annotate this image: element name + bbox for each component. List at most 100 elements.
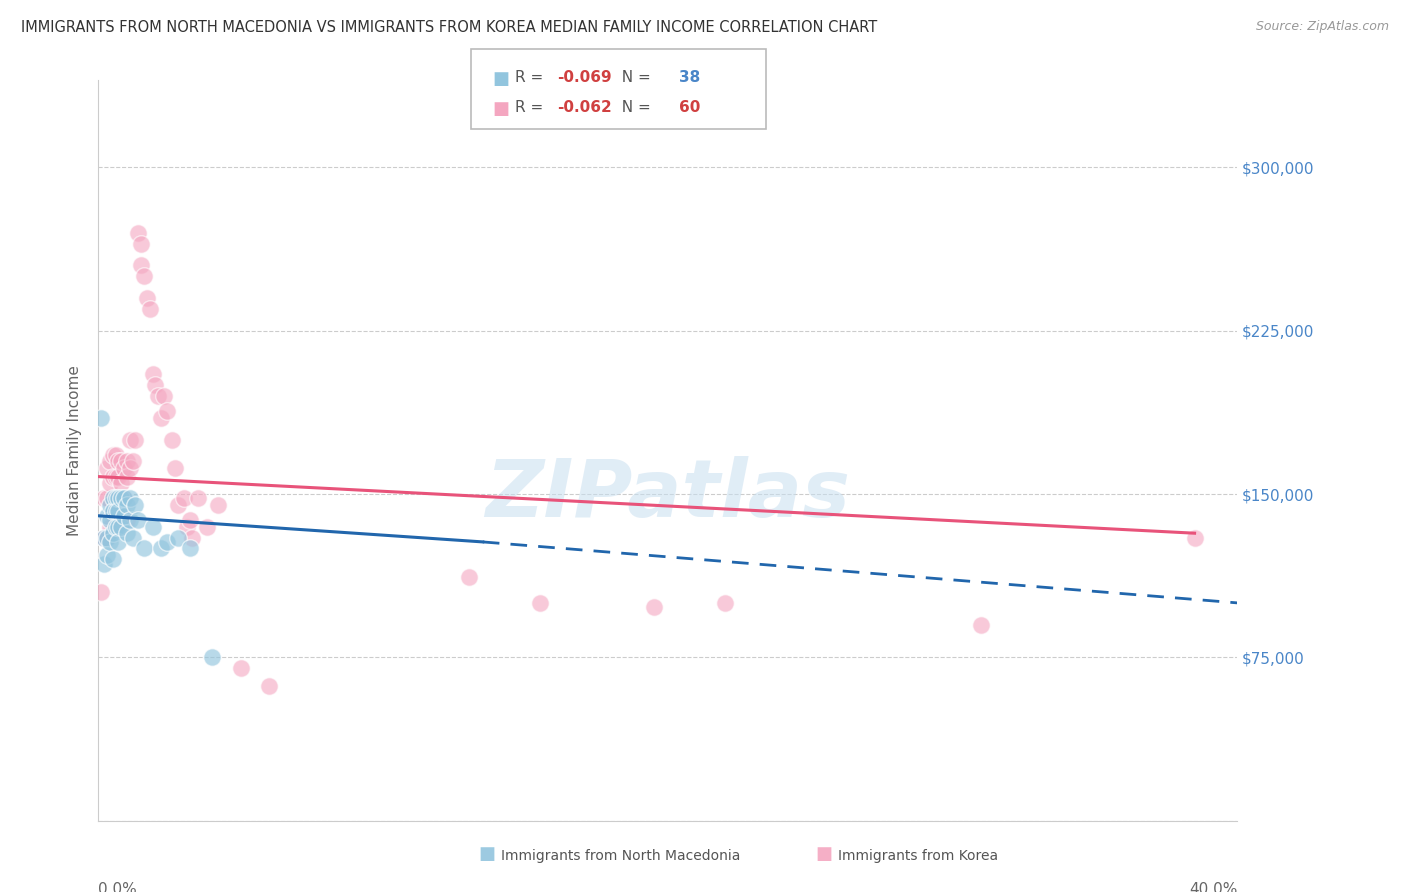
Point [167,531,190,545]
Point [104,519,127,533]
Point [115,526,138,541]
Point [176,519,198,533]
Point [98,498,121,512]
Point [101,491,124,506]
Point [115,469,138,483]
Point [104,504,127,518]
Point [229,661,252,675]
Text: ■: ■ [815,846,832,863]
Point [110,491,132,506]
Point [156,535,179,549]
Point [107,469,129,483]
Y-axis label: Median Family Income: Median Family Income [67,365,83,536]
Point [98,476,121,491]
Text: R =: R = [515,70,548,85]
Point [104,491,127,506]
Point [259,679,281,693]
Text: N =: N = [612,70,655,85]
Point [96,548,118,562]
Point [132,269,155,284]
Point [129,258,152,272]
Point [124,498,146,512]
Point [112,508,135,523]
Point [104,448,127,462]
Point [98,535,121,549]
Text: 40.0%: 40.0% [1189,881,1237,892]
Point [118,461,141,475]
Point [110,476,132,491]
Point [173,491,195,506]
Text: -0.069: -0.069 [557,70,612,85]
Text: Immigrants from North Macedonia: Immigrants from North Macedonia [501,849,740,863]
Point [156,404,179,418]
Point [98,454,121,468]
Text: ■: ■ [478,846,495,863]
Point [529,596,551,610]
Point [101,526,124,541]
Point [107,454,129,468]
Point [643,600,665,615]
Point [115,498,138,512]
Text: N =: N = [612,100,655,115]
Point [165,461,187,475]
Point [107,504,129,518]
Point [121,454,143,468]
Point [110,454,132,468]
Point [135,291,157,305]
Point [101,504,124,518]
Point [970,617,993,632]
Text: ■: ■ [492,70,509,87]
Point [195,519,218,533]
Point [187,491,209,506]
Point [121,531,143,545]
Point [110,519,132,533]
Point [107,535,129,549]
Point [181,531,204,545]
Point [162,433,184,447]
Text: Immigrants from Korea: Immigrants from Korea [838,849,998,863]
Point [112,491,135,506]
Text: ZIPatlas: ZIPatlas [485,456,851,534]
Point [90,585,112,599]
Point [101,469,124,483]
Point [98,519,121,533]
Point [101,448,124,462]
Text: 38: 38 [679,70,700,85]
Point [104,469,127,483]
Point [96,531,118,545]
Point [110,513,132,527]
Text: ■: ■ [492,100,509,118]
Point [138,301,160,316]
Point [93,531,115,545]
Point [115,513,138,527]
Point [112,491,135,506]
Text: Source: ZipAtlas.com: Source: ZipAtlas.com [1256,20,1389,33]
Point [179,541,201,556]
Point [101,504,124,518]
Point [96,508,118,523]
Point [90,410,112,425]
Point [132,541,155,556]
Point [112,461,135,475]
Point [141,368,163,382]
Point [153,389,176,403]
Point [201,650,224,665]
Point [207,498,229,512]
Point [150,410,173,425]
Point [457,570,479,584]
Text: 60: 60 [679,100,700,115]
Point [104,491,127,506]
Point [107,519,129,533]
Point [96,461,118,475]
Point [1184,531,1206,545]
Point [118,513,141,527]
Point [107,504,129,518]
Point [714,596,737,610]
Text: -0.062: -0.062 [557,100,612,115]
Point [145,378,167,392]
Point [93,531,115,545]
Point [124,433,146,447]
Point [96,491,118,506]
Text: R =: R = [515,100,548,115]
Point [118,433,141,447]
